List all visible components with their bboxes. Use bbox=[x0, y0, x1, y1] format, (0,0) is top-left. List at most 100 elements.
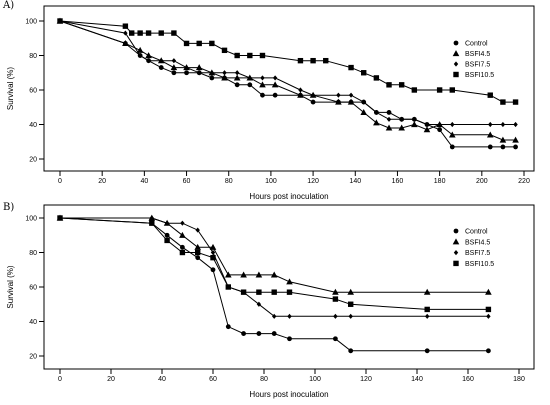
data-point-diamond bbox=[399, 116, 404, 122]
legend-marker-diamond bbox=[453, 250, 459, 256]
series-line bbox=[59, 20, 516, 103]
data-point-diamond bbox=[272, 75, 278, 81]
series-line bbox=[59, 20, 516, 125]
data-point-square bbox=[373, 75, 380, 81]
data-point-triangle bbox=[332, 288, 339, 295]
y-tick-label: 20 bbox=[29, 354, 37, 361]
data-point-circle bbox=[256, 331, 262, 336]
data-point-square bbox=[512, 99, 519, 105]
data-point-circle bbox=[164, 232, 170, 238]
series-bsfi10-5 bbox=[57, 18, 519, 105]
data-point-circle bbox=[234, 82, 240, 88]
data-point-square bbox=[225, 284, 231, 290]
data-point-square bbox=[386, 82, 392, 88]
data-point-square bbox=[332, 296, 339, 302]
data-point-triangle bbox=[499, 136, 507, 143]
x-axis-label: Hours post inoculation bbox=[249, 390, 328, 399]
data-point-diamond bbox=[348, 313, 353, 319]
data-point-triangle bbox=[271, 81, 279, 88]
x-tick-label: 80 bbox=[260, 376, 268, 383]
data-point-diamond bbox=[425, 313, 430, 319]
data-point-diamond bbox=[247, 75, 253, 81]
legend-marker-square bbox=[453, 71, 459, 78]
plot-frame bbox=[43, 204, 535, 370]
y-tick-label: 40 bbox=[29, 122, 37, 129]
data-point-triangle bbox=[145, 52, 152, 59]
data-point-triangle bbox=[240, 271, 247, 278]
data-point-circle bbox=[500, 144, 506, 150]
data-point-circle bbox=[310, 99, 316, 105]
series-bsfi4-5 bbox=[56, 17, 519, 143]
data-point-square bbox=[348, 301, 354, 307]
data-point-diamond bbox=[437, 121, 442, 128]
data-point-circle bbox=[271, 331, 277, 336]
data-point-triangle bbox=[170, 64, 178, 71]
data-point-circle bbox=[437, 127, 443, 133]
y-tick-label: 60 bbox=[29, 285, 37, 292]
data-point-triangle bbox=[255, 271, 263, 278]
series-bsfi4-5 bbox=[56, 214, 492, 295]
data-point-square bbox=[195, 249, 201, 256]
data-point-diamond bbox=[256, 301, 262, 307]
data-point-circle bbox=[158, 65, 164, 70]
data-point-square bbox=[183, 40, 190, 47]
x-tick-label: 0 bbox=[58, 178, 62, 185]
data-point-circle bbox=[513, 144, 518, 150]
series-line bbox=[59, 217, 489, 352]
data-point-circle bbox=[333, 336, 338, 342]
chart-panel: B) 0 20 40 60 80 100 120 140 160 180 20 40 60 80 100 Hou… bbox=[3, 202, 535, 399]
data-point-triangle bbox=[398, 124, 405, 131]
data-point-circle bbox=[486, 348, 491, 354]
data-point-triangle bbox=[195, 64, 203, 71]
data-point-diamond bbox=[374, 109, 379, 116]
x-tick-label: 120 bbox=[360, 376, 372, 383]
data-point-square bbox=[240, 289, 247, 295]
x-tick-label: 60 bbox=[183, 178, 191, 185]
data-point-square bbox=[122, 23, 129, 29]
data-point-square bbox=[286, 289, 293, 295]
data-point-square bbox=[137, 30, 143, 36]
data-point-diamond bbox=[195, 227, 200, 233]
data-point-diamond bbox=[486, 313, 491, 319]
legend-marker-diamond bbox=[453, 61, 459, 67]
data-point-square bbox=[57, 215, 63, 221]
x-axis-label: Hours post inoculation bbox=[249, 192, 328, 201]
data-point-circle bbox=[386, 110, 392, 115]
data-point-triangle bbox=[179, 231, 186, 238]
data-point-triangle bbox=[448, 131, 456, 138]
data-point-square bbox=[487, 92, 493, 98]
data-point-circle bbox=[449, 144, 455, 150]
data-point-diamond bbox=[137, 52, 143, 59]
data-point-triangle bbox=[347, 288, 354, 295]
data-point-circle bbox=[210, 267, 216, 273]
data-point-triangle bbox=[423, 288, 431, 295]
data-point-square bbox=[271, 289, 277, 295]
data-point-square bbox=[259, 52, 266, 59]
legend-label: BSFI10.5 bbox=[465, 261, 494, 268]
y-tick-label: 100 bbox=[25, 19, 37, 26]
x-tick-label: 160 bbox=[462, 376, 474, 383]
y-tick-label: 60 bbox=[29, 88, 37, 95]
data-point-square bbox=[179, 249, 186, 256]
series-line bbox=[60, 217, 489, 293]
data-point-square bbox=[398, 82, 405, 88]
data-point-circle bbox=[180, 244, 185, 250]
data-point-diamond bbox=[164, 220, 170, 226]
data-point-square bbox=[500, 99, 506, 105]
series-line bbox=[59, 217, 489, 310]
legend-label: Control bbox=[465, 229, 488, 236]
data-point-circle bbox=[225, 324, 231, 330]
data-point-square bbox=[158, 30, 164, 36]
panel-label: A) bbox=[2, 0, 14, 11]
legend-label: Control bbox=[465, 41, 488, 48]
data-point-circle bbox=[184, 70, 189, 76]
x-tick-label: 20 bbox=[107, 376, 115, 383]
x-tick-label: 160 bbox=[392, 178, 404, 185]
data-point-square bbox=[210, 254, 216, 261]
legend-marker-triangle bbox=[452, 50, 460, 57]
data-point-diamond bbox=[184, 64, 189, 71]
data-point-circle bbox=[247, 82, 253, 88]
data-point-diamond bbox=[361, 99, 366, 105]
data-point-circle bbox=[195, 255, 201, 261]
